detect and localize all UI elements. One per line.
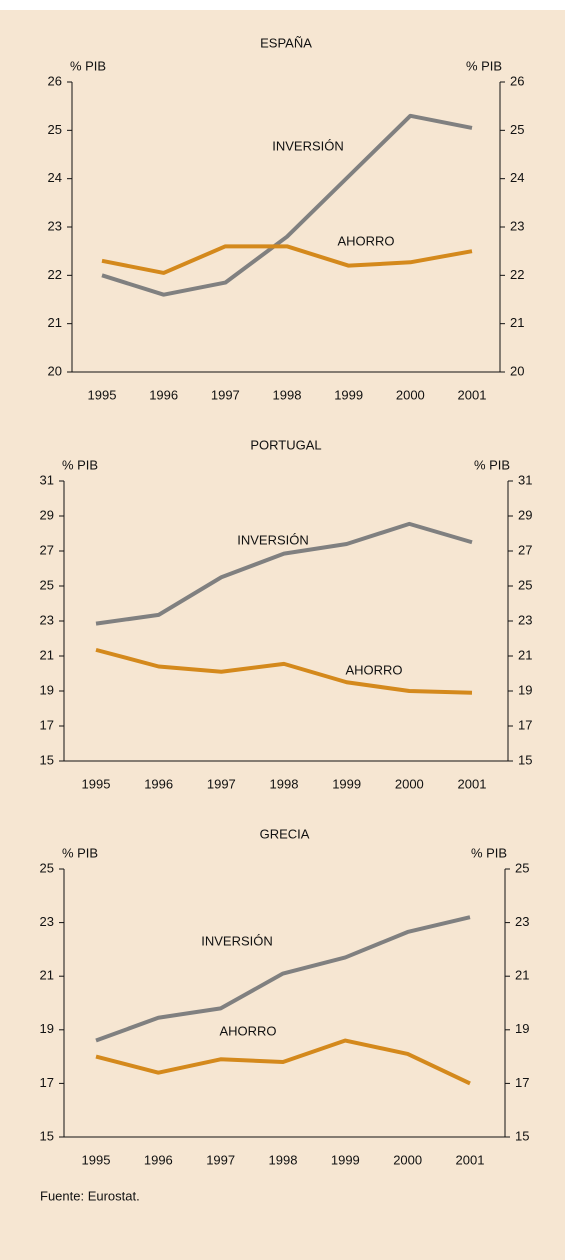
y2-tick-label: 21 <box>518 647 532 662</box>
y2-axis-label: % PIB <box>466 58 502 73</box>
y2-tick-label: 31 <box>518 472 532 487</box>
x-tick-label: 2001 <box>458 776 487 791</box>
x-tick-label: 1998 <box>269 1152 298 1167</box>
y-axis-label: % PIB <box>70 58 106 73</box>
y-tick-label: 23 <box>40 612 54 627</box>
y-tick-label: 17 <box>40 1075 54 1090</box>
x-tick-label: 2000 <box>393 1152 422 1167</box>
y2-tick-label: 17 <box>515 1075 529 1090</box>
chart-title: GRECIA <box>260 826 310 841</box>
series-label: AHORRO <box>345 662 402 677</box>
y-tick-label: 19 <box>40 1021 54 1036</box>
y-tick-label: 25 <box>40 577 54 592</box>
y-tick-label: 19 <box>40 682 54 697</box>
x-tick-label: 1998 <box>273 387 302 402</box>
source: Fuente: Eurostat. <box>40 1188 140 1203</box>
x-tick-label: 2001 <box>458 387 487 402</box>
background <box>0 10 565 1260</box>
y2-tick-label: 25 <box>515 860 529 875</box>
y-tick-label: 26 <box>48 73 62 88</box>
series-line <box>95 521 473 626</box>
y2-tick-label: 22 <box>510 267 524 282</box>
y-tick-label: 21 <box>48 315 62 330</box>
y-tick-label: 24 <box>48 170 62 185</box>
x-tick-label: 1995 <box>88 387 117 402</box>
y2-tick-label: 15 <box>518 752 532 767</box>
x-tick-label: 1997 <box>207 776 236 791</box>
series-line <box>95 1038 471 1086</box>
x-tick-label: 1995 <box>82 776 111 791</box>
series-line <box>95 915 471 1043</box>
y2-tick-label: 21 <box>510 315 524 330</box>
y2-tick-label: 21 <box>515 968 529 983</box>
y-tick-label: 25 <box>48 122 62 137</box>
y2-tick-label: 29 <box>518 507 532 522</box>
x-tick-label: 1996 <box>144 776 173 791</box>
x-tick-label: 1995 <box>82 1152 111 1167</box>
y-tick-label: 22 <box>48 267 62 282</box>
y2-tick-label: 25 <box>518 577 532 592</box>
series-label: INVERSIÓN <box>201 933 273 948</box>
series-line <box>101 244 473 275</box>
y2-tick-label: 27 <box>518 542 532 557</box>
y-axis-label: % PIB <box>62 457 98 472</box>
y-tick-label: 23 <box>40 914 54 929</box>
x-tick-label: 1999 <box>331 1152 360 1167</box>
y2-tick-label: 23 <box>510 218 524 233</box>
x-tick-label: 1997 <box>211 387 240 402</box>
x-tick-label: 1996 <box>149 387 178 402</box>
y2-tick-label: 19 <box>515 1021 529 1036</box>
x-tick-label: 2001 <box>456 1152 485 1167</box>
x-tick-label: 2000 <box>395 776 424 791</box>
series-label: INVERSIÓN <box>272 138 344 153</box>
y-tick-label: 31 <box>40 472 54 487</box>
y2-tick-label: 23 <box>515 914 529 929</box>
y-tick-label: 25 <box>40 860 54 875</box>
y2-tick-label: 23 <box>518 612 532 627</box>
x-tick-label: 2000 <box>396 387 425 402</box>
y-tick-label: 21 <box>40 647 54 662</box>
y2-tick-label: 26 <box>510 73 524 88</box>
y-tick-label: 29 <box>40 507 54 522</box>
series-line <box>101 113 473 297</box>
y2-tick-label: 20 <box>510 363 524 378</box>
x-tick-label: 1999 <box>334 387 363 402</box>
y2-axis-label: % PIB <box>474 457 510 472</box>
y-tick-label: 15 <box>40 1128 54 1143</box>
y-tick-label: 20 <box>48 363 62 378</box>
chart-title: ESPAÑA <box>260 35 312 50</box>
y-tick-label: 17 <box>40 717 54 732</box>
y2-axis-label: % PIB <box>471 845 507 860</box>
x-tick-label: 1997 <box>206 1152 235 1167</box>
series-label: AHORRO <box>337 233 394 248</box>
y-tick-label: 27 <box>40 542 54 557</box>
x-tick-label: 1996 <box>144 1152 173 1167</box>
y-tick-label: 21 <box>40 968 54 983</box>
chart-title: PORTUGAL <box>250 437 321 452</box>
x-tick-label: 1998 <box>270 776 299 791</box>
series-line <box>95 647 473 695</box>
y2-tick-label: 25 <box>510 122 524 137</box>
x-tick-label: 1999 <box>332 776 361 791</box>
y2-tick-label: 15 <box>515 1128 529 1143</box>
y2-tick-label: 24 <box>510 170 524 185</box>
y-tick-label: 23 <box>48 218 62 233</box>
series-label: AHORRO <box>219 1023 276 1038</box>
y2-tick-label: 17 <box>518 717 532 732</box>
y-tick-label: 15 <box>40 752 54 767</box>
y-axis-label: % PIB <box>62 845 98 860</box>
y2-tick-label: 19 <box>518 682 532 697</box>
series-label: INVERSIÓN <box>237 532 309 547</box>
